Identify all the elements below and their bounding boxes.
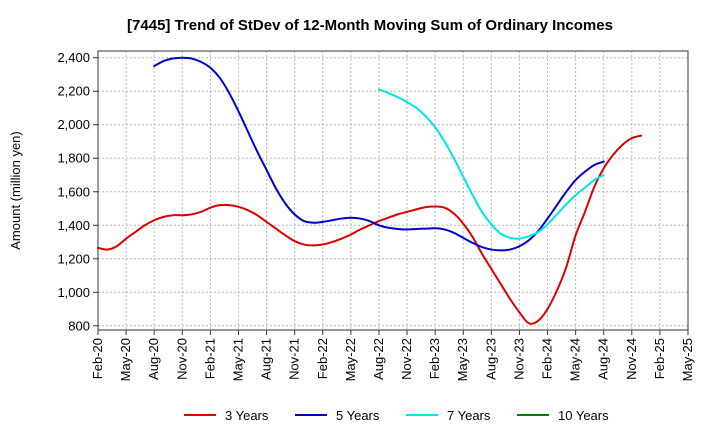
legend: 3 Years 5 Years 7 Years 10 Years: [184, 408, 609, 423]
legend-label-5-years: 5 Years: [336, 408, 380, 423]
y-axis-label: Amount (million yen): [8, 131, 23, 250]
series-lines: [97, 56, 643, 325]
x-tick-label: May-20: [118, 338, 133, 381]
x-tick-label: Feb-24: [540, 338, 555, 379]
y-tick-label: 1,800: [57, 151, 90, 166]
chart-title: [7445] Trend of StDev of 12-Month Moving…: [127, 17, 613, 34]
y-tick-label: 1,400: [57, 218, 90, 233]
x-tick-label: Nov-23: [511, 338, 526, 380]
y-tick-label: 800: [68, 318, 90, 333]
x-tick-label: May-25: [680, 338, 695, 381]
x-tick-label: Aug-22: [371, 338, 386, 380]
x-tick-label: May-22: [343, 338, 358, 381]
x-tick-label: Feb-23: [427, 338, 442, 379]
legend-label-7-years: 7 Years: [447, 408, 491, 423]
y-tick-label: 1,200: [57, 251, 90, 266]
x-tick-label: Nov-21: [287, 338, 302, 380]
axes: 800 1,000 1,200 1,400 1,600 1,800 2,000 2,200 2,…: [57, 50, 695, 381]
x-tick-label: Nov-22: [399, 338, 414, 380]
series-line-3-years: [97, 134, 643, 325]
plot-area: [98, 51, 688, 330]
legend-label-3-years: 3 Years: [225, 408, 269, 423]
x-tick-label: Nov-24: [624, 338, 639, 380]
x-tick-label: Feb-21: [202, 338, 217, 379]
plot-frame: [97, 50, 689, 331]
x-tick-label: Feb-22: [315, 338, 330, 379]
legend-label-10-years: 10 Years: [558, 408, 609, 423]
x-tick-label: Aug-20: [146, 338, 161, 380]
series-line-7-years: [377, 88, 605, 240]
x-tick-label: Aug-24: [596, 338, 611, 380]
x-tick-label: Aug-21: [259, 338, 274, 380]
x-tick-label: Aug-23: [483, 338, 498, 380]
x-tick-label: Feb-20: [90, 338, 105, 379]
x-tick-label: Feb-25: [652, 338, 667, 379]
y-tick-label: 2,000: [57, 117, 90, 132]
y-tick-label: 2,400: [57, 50, 90, 65]
y-tick-label: 1,600: [57, 184, 90, 199]
x-tick-label: Nov-20: [174, 338, 189, 380]
x-tick-label: May-21: [230, 338, 245, 381]
series-line-5-years: [153, 56, 605, 252]
y-tick-label: 1,000: [57, 285, 90, 300]
x-tick-label: May-23: [455, 338, 470, 381]
x-tick-label: May-24: [568, 338, 583, 381]
y-tick-label: 2,200: [57, 84, 90, 99]
